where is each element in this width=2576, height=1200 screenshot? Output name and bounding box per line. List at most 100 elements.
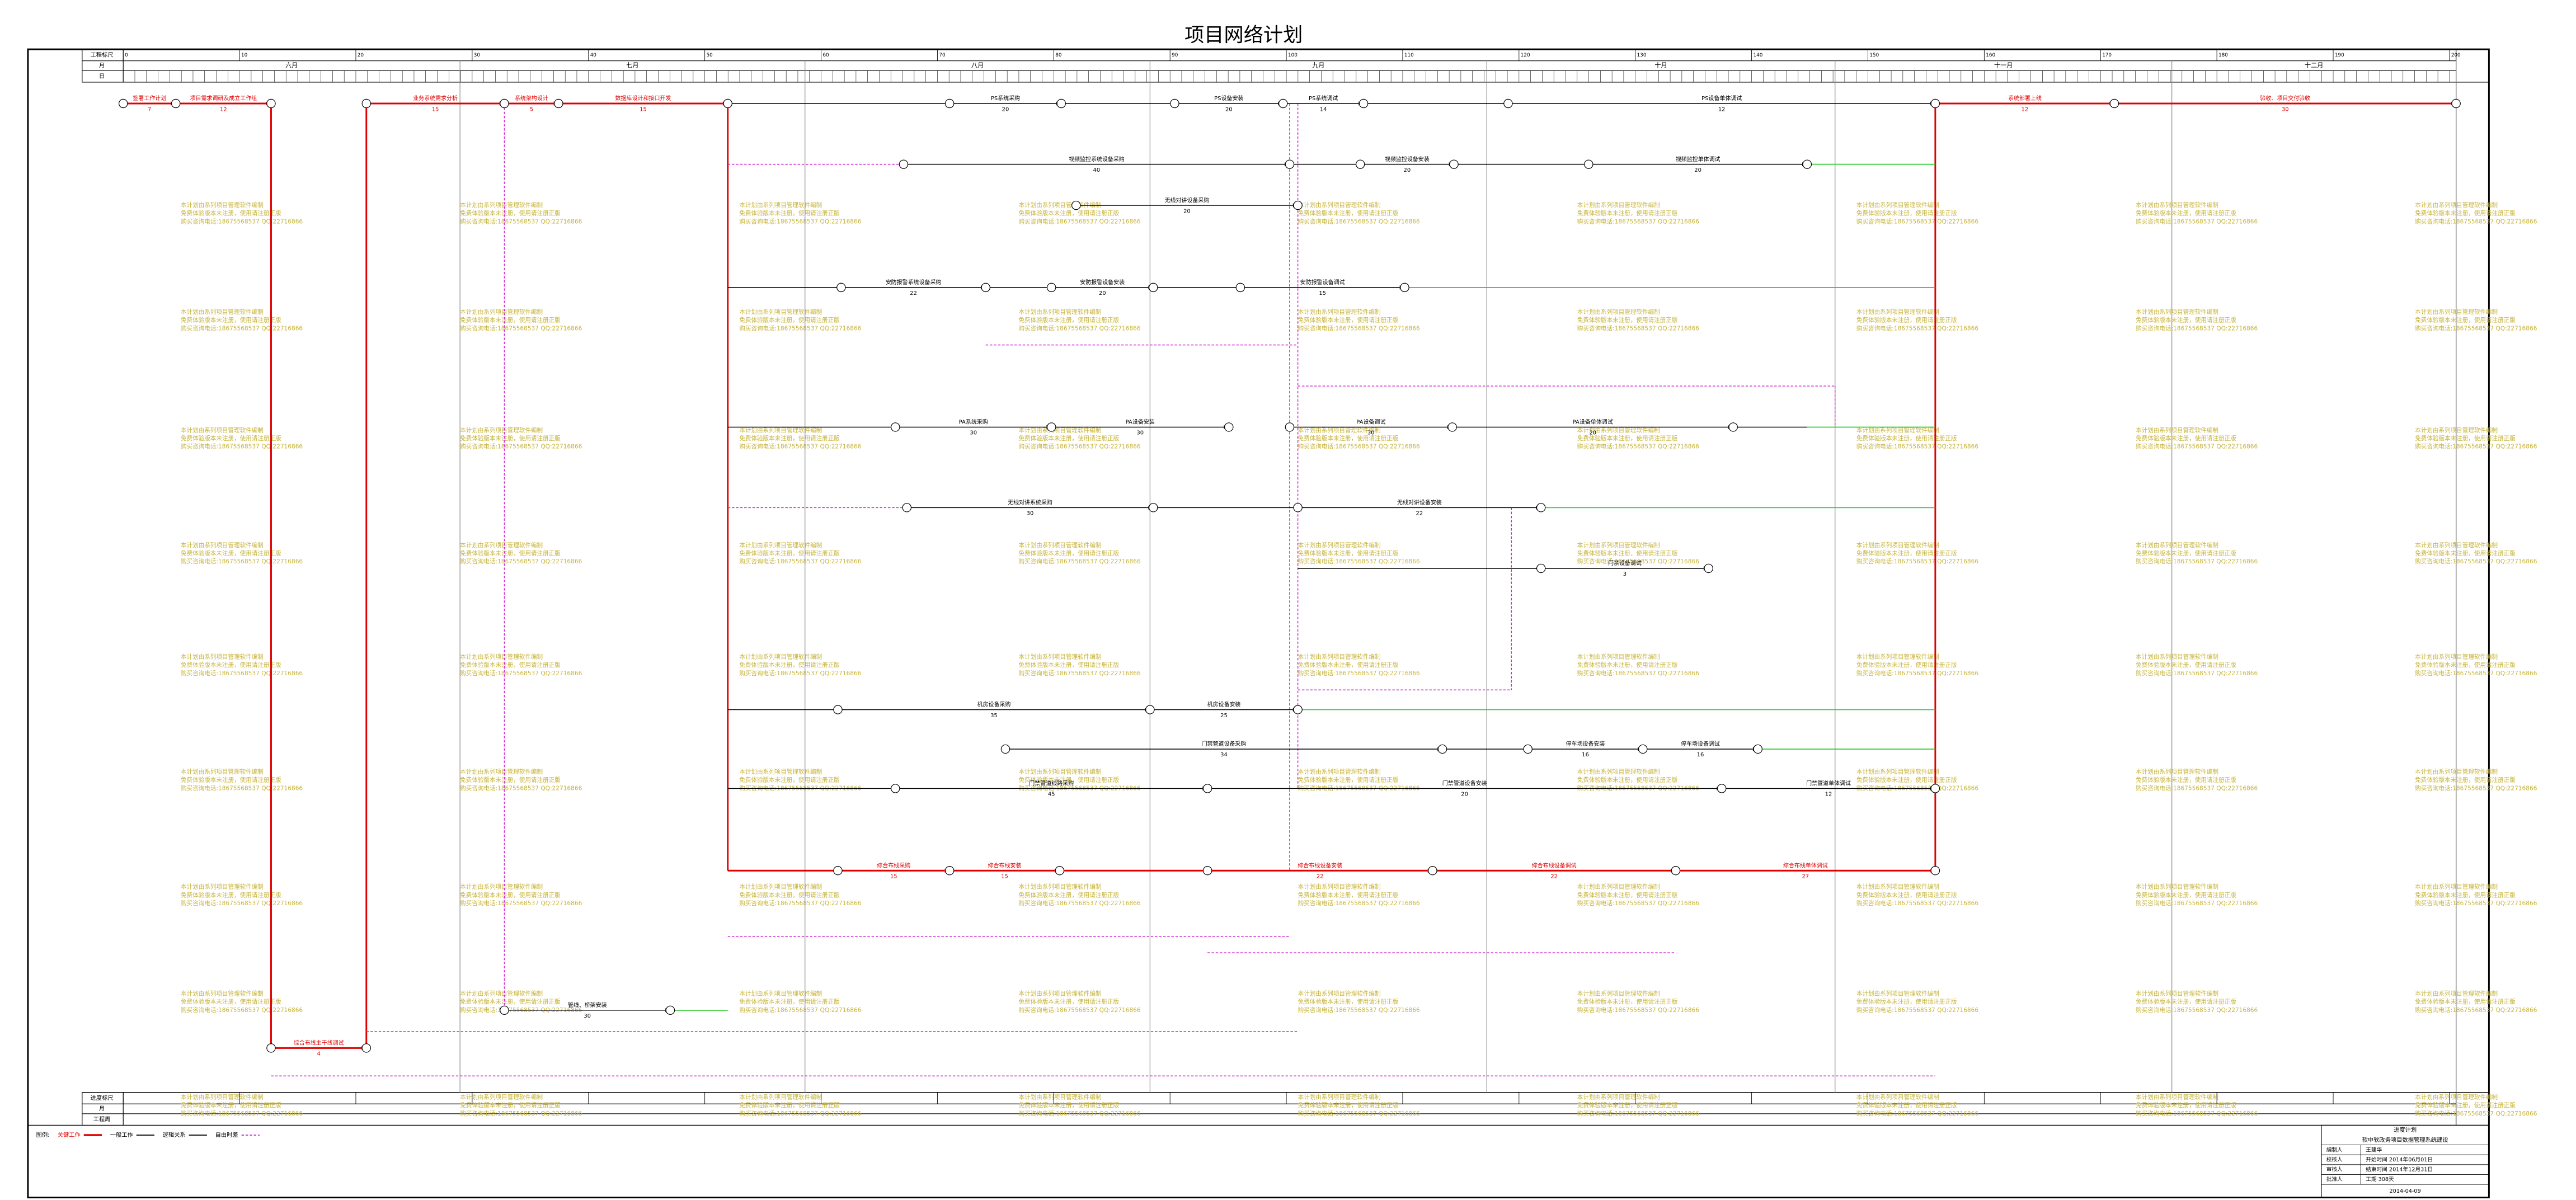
watermark-text: 本计划由系列项目管理软件编制: [1577, 768, 1660, 775]
task-name: 无线对讲设备安装: [1397, 499, 1442, 506]
watermark-text: 本计划由系列项目管理软件编制: [1018, 542, 1101, 549]
task-name: 综合布线主干线调试: [294, 1039, 344, 1047]
watermark-text: 免费体验版本未注册，使用请注册正版: [2415, 317, 2516, 324]
watermark-text: 免费体验版本未注册，使用请注册正版: [460, 1102, 561, 1109]
watermark-text: 购买咨询电话:18675568537 QQ:22716866: [1018, 558, 1140, 565]
task-duration: 20: [1589, 430, 1596, 436]
watermark-text: 免费体验版本未注册，使用请注册正版: [1298, 550, 1399, 557]
info-key: 编制人: [2326, 1146, 2343, 1153]
watermark-text: 购买咨询电话:18675568537 QQ:22716866: [739, 443, 861, 450]
task-duration: 12: [1718, 106, 1726, 112]
watermark-text: 免费体验版本未注册，使用请注册正版: [1298, 1102, 1399, 1109]
watermark-text: 免费体验版本未注册，使用请注册正版: [739, 1102, 840, 1109]
event-node: [1930, 784, 1940, 793]
watermark-text: 购买咨询电话:18675568537 QQ:22716866: [1018, 324, 1140, 332]
watermark-text: 购买咨询电话:18675568537 QQ:22716866: [1577, 558, 1699, 565]
legend-item: 自由时差: [215, 1131, 238, 1138]
event-node: [1358, 98, 1369, 109]
watermark-text: 免费体验版本未注册，使用请注册正版: [460, 661, 561, 669]
info-title: 进度计划: [2394, 1126, 2417, 1133]
watermark-text: 免费体验版本未注册，使用请注册正版: [1856, 1102, 1957, 1109]
watermark-text: 免费体验版本未注册，使用请注册正版: [1856, 317, 1957, 324]
watermark-text: 免费体验版本未注册，使用请注册正版: [2136, 317, 2236, 324]
watermark-text: 本计划由系列项目管理软件编制: [2415, 1093, 2498, 1100]
watermark-text: 购买咨询电话:18675568537 QQ:22716866: [460, 218, 582, 225]
watermark-text: 免费体验版本未注册，使用请注册正版: [2415, 777, 2516, 784]
watermark-text: 本计划由系列项目管理软件编制: [460, 990, 543, 997]
watermark-text: 免费体验版本未注册，使用请注册正版: [1856, 998, 1957, 1005]
watermark-text: 免费体验版本未注册，使用请注册正版: [2415, 891, 2516, 898]
watermark-text: 购买咨询电话:18675568537 QQ:22716866: [1856, 443, 1978, 450]
watermark-text: 购买咨询电话:18675568537 QQ:22716866: [460, 784, 582, 792]
watermark-text: 购买咨询电话:18675568537 QQ:22716866: [1577, 1110, 1699, 1117]
event-node: [1056, 98, 1066, 109]
task-duration: 22: [1416, 511, 1423, 517]
scale-label: 70: [939, 53, 946, 58]
task-name: 综合布线设备调试: [1532, 862, 1577, 869]
scale-label: 50: [707, 53, 713, 58]
month-label: 十二月: [2305, 61, 2323, 69]
watermark-text: 购买咨询电话:18675568537 QQ:22716866: [1856, 900, 1978, 907]
watermark-text: 本计划由系列项目管理软件编制: [1018, 768, 1101, 775]
event-node: [1536, 503, 1546, 512]
event-node: [1149, 503, 1158, 512]
event-node: [1145, 705, 1155, 714]
event-node: [1046, 422, 1056, 432]
task-duration: 30: [970, 430, 977, 436]
watermark-text: 本计划由系列项目管理软件编制: [1018, 990, 1101, 997]
task-name: 管线、桥架安装: [568, 1001, 607, 1009]
watermark-text: 免费体验版本未注册，使用请注册正版: [460, 435, 561, 442]
watermark-text: 本计划由系列项目管理软件编制: [739, 1093, 822, 1100]
task-name: PS系统调试: [1309, 95, 1338, 102]
task-name: 综合布线单体调试: [1783, 862, 1828, 869]
watermark-text: 购买咨询电话:18675568537 QQ:22716866: [460, 558, 582, 565]
task-duration: 20: [1404, 167, 1411, 173]
watermark-text: 本计划由系列项目管理软件编制: [181, 653, 264, 661]
legend-label: 图例:: [36, 1131, 50, 1138]
task-name: 机房设备采购: [977, 701, 1011, 708]
watermark-text: 本计划由系列项目管理软件编制: [739, 201, 822, 209]
task-duration: 20: [1225, 106, 1233, 112]
watermark-text: 本计划由系列项目管理软件编制: [460, 1093, 543, 1100]
task-name: 视频监控系统设备采购: [1069, 156, 1125, 163]
watermark-text: 免费体验版本未注册，使用请注册正版: [460, 891, 561, 898]
watermark-text: 免费体验版本未注册，使用请注册正版: [1018, 998, 1119, 1005]
task-name: 门禁管道线路采购: [1029, 780, 1074, 787]
scale-label: 190: [2335, 53, 2344, 58]
watermark-text: 免费体验版本未注册，使用请注册正版: [2136, 1102, 2236, 1109]
watermark-text: 免费体验版本未注册，使用请注册正版: [1856, 777, 1957, 784]
watermark-text: 购买咨询电话:18675568537 QQ:22716866: [2415, 900, 2537, 907]
header-grid: [27, 49, 2489, 1126]
scale-label: 150: [1869, 53, 1879, 58]
watermark-text: 免费体验版本未注册，使用请注册正版: [1577, 998, 1678, 1005]
watermark-text: 本计划由系列项目管理软件编制: [739, 542, 822, 549]
event-node: [1638, 744, 1648, 754]
task-duration: 35: [990, 713, 998, 719]
watermark-text: 购买咨询电话:18675568537 QQ:22716866: [2136, 670, 2258, 677]
event-node: [1355, 159, 1365, 169]
event-node: [1753, 744, 1762, 754]
task-name: 业务系统需求分析: [413, 95, 458, 102]
watermark-text: 免费体验版本未注册，使用请注册正版: [1577, 661, 1678, 669]
event-node: [554, 98, 563, 109]
watermark-text: 免费体验版本未注册，使用请注册正版: [2136, 550, 2236, 557]
watermark-text: 购买咨询电话:18675568537 QQ:22716866: [1018, 900, 1140, 907]
task-name: 门禁管道设备安装: [1442, 780, 1487, 787]
watermark-text: 本计划由系列项目管理软件编制: [181, 426, 264, 434]
event-node: [2451, 98, 2461, 109]
watermark-text: 购买咨询电话:18675568537 QQ:22716866: [181, 324, 303, 332]
scale-label: 90: [1172, 53, 1178, 58]
legend-item: 关键工作: [58, 1131, 81, 1138]
watermark-text: 购买咨询电话:18675568537 QQ:22716866: [2136, 1110, 2258, 1117]
event-node: [361, 1043, 371, 1053]
task-name: 门禁管道单体调试: [1806, 780, 1851, 787]
watermark-text: 免费体验版本未注册，使用请注册正版: [1018, 435, 1119, 442]
watermark-text: 本计划由系列项目管理软件编制: [2136, 1093, 2218, 1100]
watermark-text: 本计划由系列项目管理软件编制: [1018, 308, 1101, 316]
task-name: 安防报警设备安装: [1080, 279, 1125, 286]
task-duration: 20: [1694, 167, 1701, 173]
task-name: 系统架构设计: [515, 95, 548, 102]
task-name: PS系统采购: [991, 95, 1020, 102]
watermark-text: 本计划由系列项目管理软件编制: [181, 201, 264, 209]
